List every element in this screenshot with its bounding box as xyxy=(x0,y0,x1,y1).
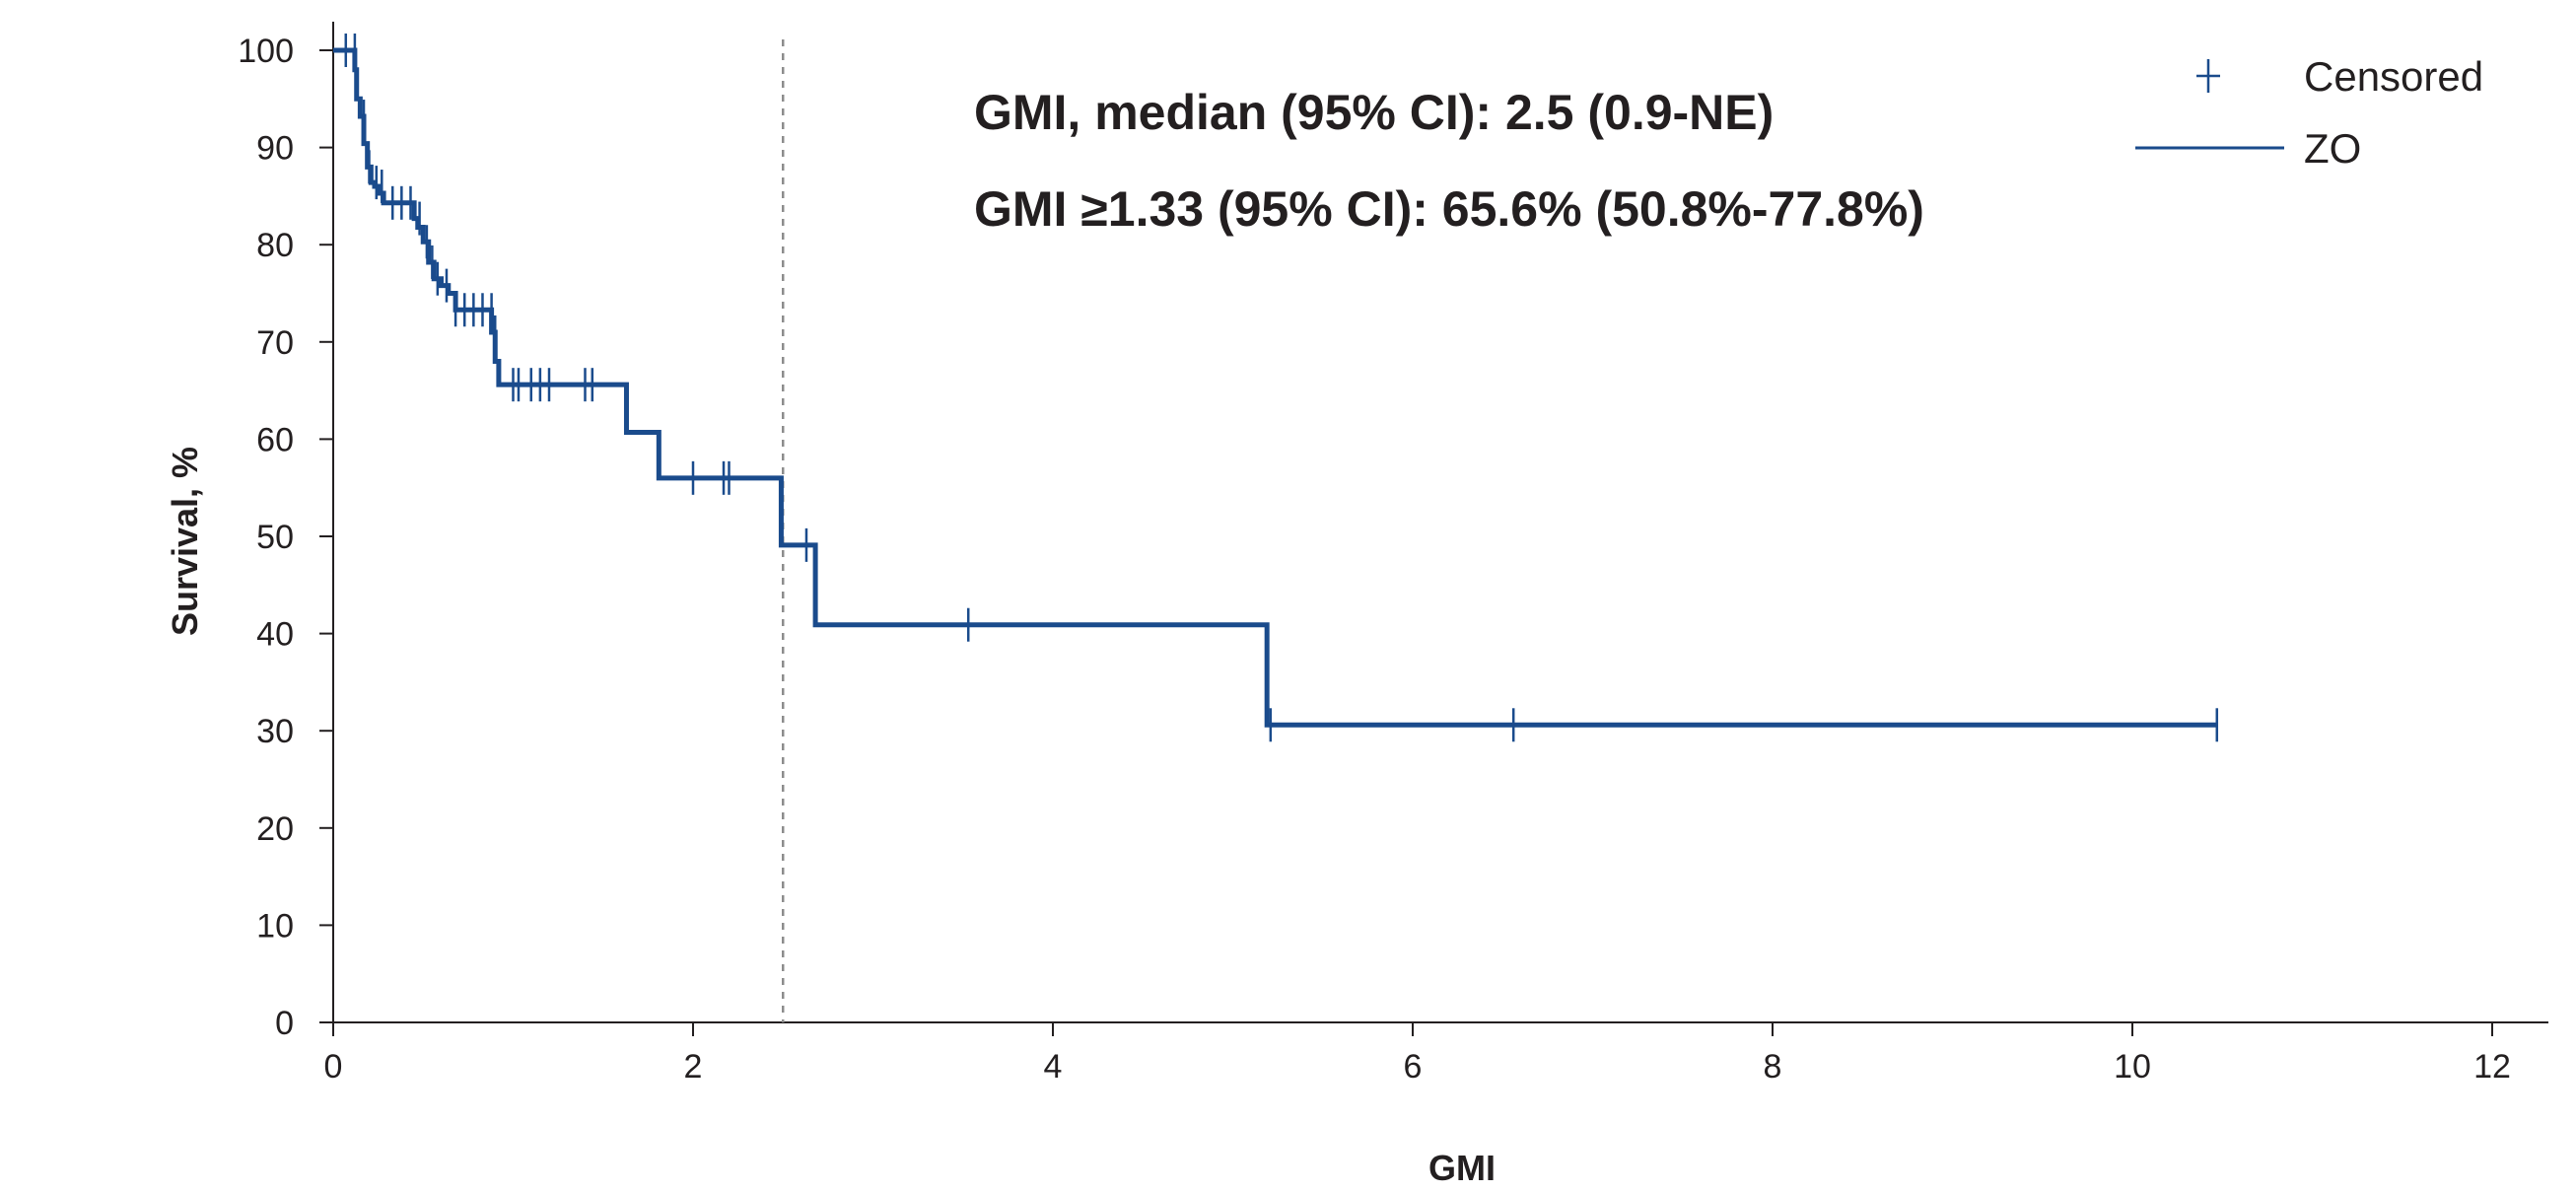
curves xyxy=(333,47,2217,728)
y-tick-label: 30 xyxy=(256,713,294,750)
x-tick-label: 6 xyxy=(1404,1048,1423,1086)
censor-marks xyxy=(344,34,2219,742)
legend-censored-marker xyxy=(2196,59,2220,93)
survival-curve-zo xyxy=(333,47,2217,728)
y-tick-label: 60 xyxy=(256,421,294,458)
y-tick-label: 50 xyxy=(256,519,294,556)
y-tick-label: 70 xyxy=(256,324,294,362)
x-tick-label: 12 xyxy=(2473,1048,2511,1086)
legend-label-censored: Censored xyxy=(2304,53,2483,100)
annotation-gmi-threshold: GMI ≥1.33 (95% CI): 65.6% (50.8%-77.8%) xyxy=(974,181,1924,237)
legend-label-zo: ZO xyxy=(2304,125,2361,172)
x-tick-label: 10 xyxy=(2114,1048,2151,1086)
x-tick-label: 4 xyxy=(1044,1048,1063,1086)
x-tick-label: 2 xyxy=(684,1048,703,1086)
legend: Censored ZO xyxy=(2135,53,2483,172)
y-tick-label: 90 xyxy=(256,130,294,168)
x-tick-label: 0 xyxy=(324,1048,343,1086)
axes: 0 10 20 30 40 50 60 70 80 90 100 0 2 4 6 8 10 12 xyxy=(238,22,2548,1086)
y-tick-label: 0 xyxy=(275,1005,294,1042)
x-axis-title: GMI xyxy=(1428,1148,1496,1188)
y-tick-label: 20 xyxy=(256,810,294,848)
y-tick-label: 10 xyxy=(256,907,294,945)
y-axis-title: Survival, % xyxy=(165,447,205,636)
annotation-median: GMI, median (95% CI): 2.5 (0.9-NE) xyxy=(974,85,1774,140)
x-tick-label: 8 xyxy=(1764,1048,1782,1086)
y-tick-label: 40 xyxy=(256,616,294,654)
y-tick-label: 100 xyxy=(238,33,294,70)
y-tick-label: 80 xyxy=(256,227,294,264)
